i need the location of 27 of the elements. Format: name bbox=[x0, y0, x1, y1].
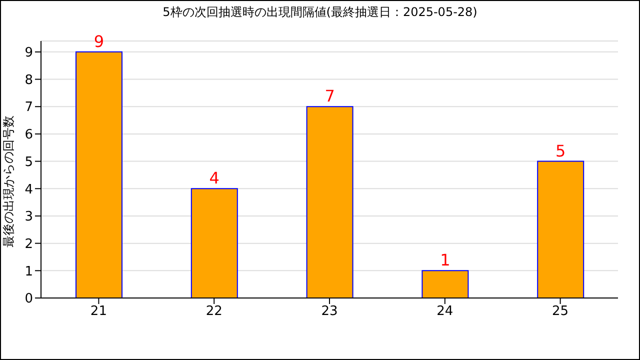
y-tick-label: 9 bbox=[24, 46, 33, 61]
y-tick-label: 1 bbox=[24, 264, 33, 280]
y-tick-label: 6 bbox=[24, 128, 33, 143]
y-tick-label: 7 bbox=[24, 100, 33, 116]
x-tick-label: 25 bbox=[552, 304, 569, 320]
data-label: 7 bbox=[324, 86, 335, 106]
data-label: 1 bbox=[440, 250, 450, 270]
bar bbox=[422, 270, 469, 298]
y-tick-label: 3 bbox=[24, 210, 33, 225]
bar bbox=[76, 51, 122, 298]
bar bbox=[306, 106, 354, 298]
y-tick-label: 8 bbox=[24, 72, 33, 88]
x-tick-label: 24 bbox=[436, 304, 454, 320]
data-label: 9 bbox=[94, 32, 104, 51]
data-label: 5 bbox=[556, 141, 566, 160]
data-label: 4 bbox=[209, 168, 220, 188]
y-tick-label: 5 bbox=[24, 154, 33, 170]
x-tick-label: 23 bbox=[321, 304, 338, 320]
bar bbox=[190, 188, 238, 298]
bar bbox=[537, 160, 584, 298]
chart-title: 5枠の次回抽選時の出現間隔値(最終抽選日：2025-05-28) bbox=[162, 4, 478, 21]
y-tick-label: 4 bbox=[24, 182, 33, 198]
y-tick-label: 2 bbox=[24, 236, 33, 252]
x-tick-label: 22 bbox=[206, 304, 222, 320]
y-tick-label: 0 bbox=[24, 292, 33, 307]
x-tick-label: 21 bbox=[90, 304, 107, 320]
y-axis-title: 最後の出現からの回号数 bbox=[0, 114, 16, 250]
